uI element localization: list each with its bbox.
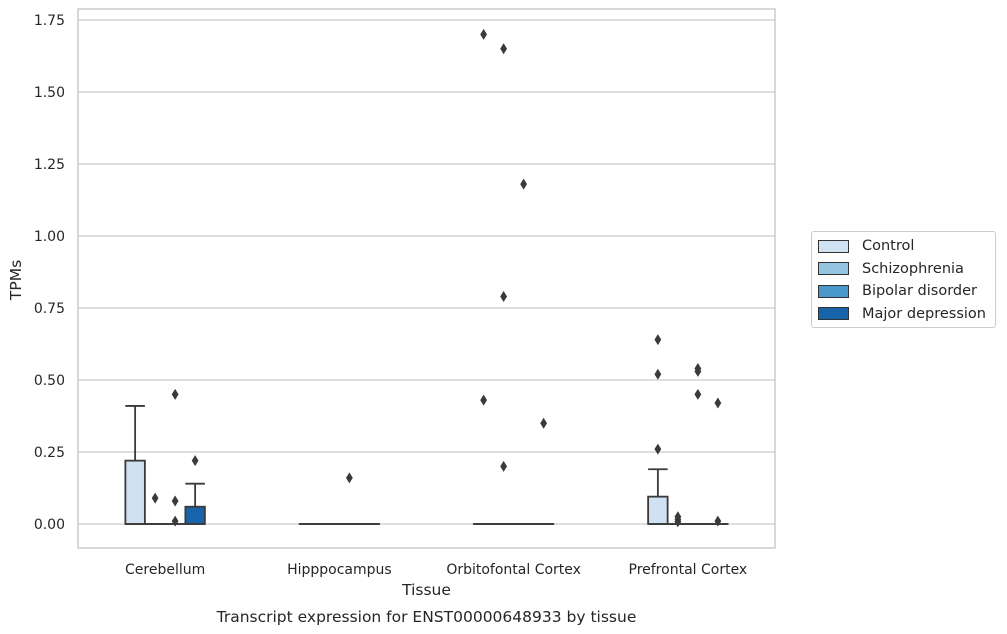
legend-swatch: [818, 239, 849, 253]
legend-swatch: [818, 284, 849, 298]
chart-caption: Transcript expression for ENST0000064893…: [216, 608, 637, 626]
box-0-2: [164, 388, 186, 527]
outlier-point: [500, 290, 508, 302]
outlier-point: [714, 397, 722, 409]
y-tick-label: 1.25: [34, 157, 65, 173]
legend-label: Schizophrenia: [862, 260, 964, 277]
box-iqr: [124, 459, 146, 525]
y-tick-label: 1.75: [34, 13, 65, 29]
x-tick-label: Orbitofontal Cortex: [446, 562, 581, 578]
outlier-point: [151, 492, 159, 504]
y-tick-label: 0.50: [34, 373, 65, 389]
box-iqr: [184, 505, 206, 525]
legend-label: Bipolar disorder: [862, 283, 977, 300]
box-2-0: [472, 28, 495, 525]
x-tick-label: Hipppocampus: [287, 562, 392, 578]
box-0-1: [144, 492, 166, 525]
legend: Control Schizophrenia Bipolar disorder Majo…: [811, 231, 996, 328]
outlier-point: [345, 472, 353, 484]
legend-swatch: [818, 262, 849, 276]
outlier-point: [714, 515, 722, 527]
legend-item: Control: [812, 235, 995, 258]
outlier-point: [540, 417, 548, 429]
box-3-0: [647, 334, 669, 525]
box-0-3: [184, 455, 206, 525]
box-2-2: [512, 178, 535, 525]
box-2-3: [532, 417, 555, 525]
grid-lines: [78, 19, 775, 525]
legend-label: Major depression: [862, 305, 986, 322]
outlier-point: [520, 178, 528, 190]
legend-label: Control: [862, 238, 915, 255]
outlier-point: [654, 443, 662, 455]
box-plots: [124, 28, 729, 528]
box-3-3: [707, 397, 729, 527]
outlier-point: [171, 515, 179, 527]
y-axis-label: TPMs: [7, 260, 25, 301]
x-tick-label: Cerebellum: [125, 562, 205, 578]
x-tick-label: Prefrontal Cortex: [629, 562, 748, 578]
y-tick-label: 0.25: [34, 445, 65, 461]
box-3-2: [687, 362, 709, 525]
x-axis-label: Tissue: [401, 581, 451, 599]
outlier-point: [654, 368, 662, 380]
outlier-point: [694, 388, 702, 400]
legend-item: Bipolar disorder: [812, 280, 995, 303]
y-tick-label: 1.00: [34, 229, 65, 245]
outlier-point: [500, 460, 508, 472]
y-tick-labels: 0.00 0.25 0.50 0.75 1.00 1.25 1.50 1.75: [34, 13, 65, 533]
plot-area-frame: [77, 8, 776, 549]
legend-item: Major depression: [812, 303, 995, 326]
outlier-point: [500, 43, 508, 55]
y-tick-label: 0.00: [34, 517, 65, 533]
x-tick-labels: Cerebellum Hipppocampus Orbitofontal Corte…: [125, 562, 747, 578]
outlier-point: [694, 365, 702, 377]
outlier-point: [674, 516, 682, 528]
box-3-1: [667, 511, 689, 528]
y-tick-label: 0.75: [34, 301, 65, 317]
y-tick-label: 1.50: [34, 85, 65, 101]
box-0-0: [124, 405, 146, 525]
outlier-point: [480, 394, 488, 406]
outlier-point: [191, 455, 199, 467]
outlier-point: [171, 388, 179, 400]
legend-swatch: [818, 307, 849, 321]
legend-item: Schizophrenia: [812, 258, 995, 281]
outlier-point: [171, 495, 179, 507]
outlier-point: [654, 334, 662, 346]
box-iqr: [647, 495, 669, 525]
outlier-point: [480, 28, 488, 40]
box-1-2: [338, 472, 361, 525]
